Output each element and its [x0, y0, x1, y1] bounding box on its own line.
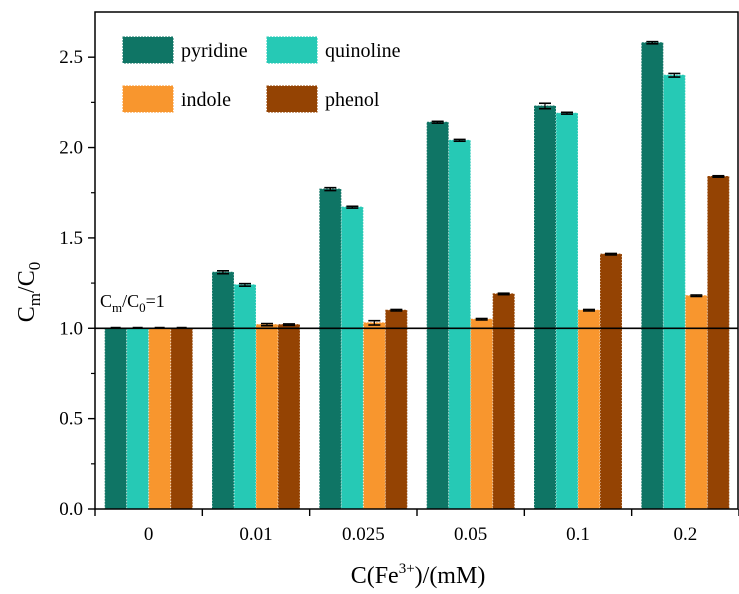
- error-bar-indole-0.025: [368, 319, 381, 326]
- bar-quinoline-0: [126, 327, 149, 510]
- bar-phenol-0: [170, 327, 193, 510]
- bar-quinoline-0.01: [234, 284, 256, 510]
- x-tick-label: 0.1: [566, 524, 590, 545]
- error-bar-quinoline-0.1: [561, 111, 573, 115]
- bar-indole-0.05: [470, 318, 493, 510]
- x-tick-label: 0.05: [454, 524, 487, 545]
- bar-quinoline-0.025: [341, 206, 364, 510]
- bar-phenol-0.2: [707, 175, 730, 510]
- error-bar-phenol-0.01: [283, 323, 295, 327]
- legend-label: quinoline: [325, 40, 401, 62]
- x-axis-title: C(Fe3+)/(mM): [351, 561, 486, 589]
- bar-indole-0.01: [256, 324, 278, 510]
- legend-swatch: [266, 85, 318, 113]
- error-bar-indole-0.05: [475, 317, 488, 321]
- legend-swatch: [122, 85, 174, 113]
- bars-layer: [104, 42, 730, 510]
- bar-pyridine-0: [104, 327, 127, 510]
- error-bar-indole-0.01: [261, 322, 273, 327]
- legend: pyridine quinoline indole phenol: [122, 36, 401, 113]
- y-tick-label: 2.5: [59, 47, 83, 68]
- bar-phenol-0.025: [385, 309, 408, 510]
- error-bar-phenol-0.2: [712, 174, 725, 178]
- legend-item-quinoline: quinoline: [266, 36, 401, 64]
- error-bar-pyridine-0.05: [431, 120, 444, 124]
- legend-swatch: [122, 36, 174, 64]
- error-bar-pyridine-0.01: [217, 270, 229, 275]
- bar-phenol-0.1: [600, 253, 622, 510]
- y-tick-label: 1.5: [59, 228, 83, 249]
- x-tick-label: 0.2: [673, 524, 697, 545]
- legend-item-pyridine: pyridine: [122, 36, 248, 64]
- bar-quinoline-0.1: [556, 112, 578, 510]
- x-tick-label: 0.01: [239, 524, 272, 545]
- x-axis: 0 0.01 0.025 0.05 0.1 0.2: [94, 509, 739, 545]
- bar-pyridine-0.025: [319, 188, 342, 510]
- error-bar-pyridine-0.1: [539, 102, 551, 110]
- bar-indole-0.025: [363, 322, 386, 510]
- x-tick-label: 0: [144, 524, 154, 545]
- legend-swatch: [266, 36, 318, 64]
- y-axis: 0.0 0.5 1.0 1.5 2.0 2.5: [59, 47, 95, 520]
- error-bar-indole-0.1: [583, 308, 595, 312]
- legend-item-phenol: phenol: [266, 85, 380, 113]
- bar-pyridine-0.1: [534, 105, 556, 510]
- error-bars-layer: [110, 40, 725, 328]
- error-bar-phenol-0.1: [605, 252, 617, 256]
- error-bar-phenol-0.05: [497, 292, 510, 296]
- error-bar-quinoline-0.01: [239, 282, 251, 287]
- legend-label: phenol: [325, 89, 380, 111]
- legend-label: pyridine: [181, 40, 248, 62]
- error-bar-indole-0.2: [690, 294, 703, 298]
- y-axis-title: Cm/C0: [14, 262, 44, 322]
- legend-label: indole: [181, 89, 231, 111]
- error-bar-pyridine-0.025: [324, 186, 337, 192]
- error-bar-pyridine-0.2: [646, 40, 659, 45]
- bar-phenol-0.05: [492, 293, 515, 510]
- y-tick-label: 1.0: [59, 318, 83, 339]
- reference-line-label: Cm/C0=1: [100, 291, 165, 315]
- y-tick-label: 2.0: [59, 138, 83, 159]
- bar-pyridine-0.2: [641, 42, 664, 510]
- bar-phenol-0.01: [278, 324, 300, 510]
- bar-pyridine-0.01: [212, 271, 234, 510]
- error-bar-quinoline-0.025: [346, 205, 359, 209]
- bar-indole-0.1: [578, 309, 600, 510]
- y-tick-label: 0.5: [59, 409, 83, 430]
- bar-indole-0: [148, 327, 171, 510]
- bar-quinoline-0.05: [448, 139, 471, 510]
- error-bar-phenol-0.025: [390, 308, 403, 312]
- x-tick-label: 0.025: [342, 524, 385, 545]
- legend-item-indole: indole: [122, 85, 231, 113]
- error-bar-quinoline-0.2: [668, 72, 681, 78]
- error-bar-quinoline-0.05: [453, 138, 466, 143]
- y-tick-label: 0.0: [59, 499, 83, 520]
- bar-quinoline-0.2: [663, 74, 686, 510]
- bar-pyridine-0.05: [426, 121, 449, 510]
